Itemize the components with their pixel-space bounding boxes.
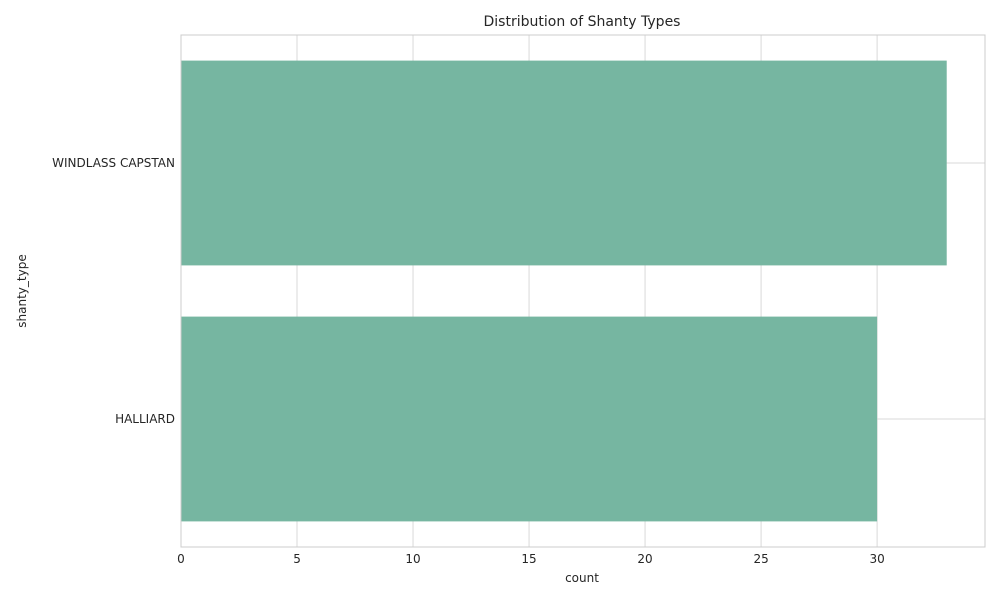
x-axis-label: count — [565, 571, 599, 585]
axes-frame — [180, 34, 986, 548]
x-tick-label: 10 — [405, 552, 420, 566]
x-tick-label: 30 — [869, 552, 884, 566]
bar — [181, 316, 878, 522]
x-tick-label: 20 — [637, 552, 652, 566]
y-tick-label: HALLIARD — [115, 412, 175, 426]
bars — [181, 60, 947, 522]
x-tick-label: 0 — [177, 552, 185, 566]
x-tick-labels: 0 5 10 15 20 25 30 — [177, 552, 885, 566]
y-tick-labels: WINDLASS CAPSTAN HALLIARD — [52, 156, 175, 426]
x-tick-label: 5 — [293, 552, 301, 566]
x-tick-label: 15 — [521, 552, 536, 566]
x-tick-label: 25 — [753, 552, 768, 566]
y-tick-label: WINDLASS CAPSTAN — [52, 156, 175, 170]
chart-title: Distribution of Shanty Types — [484, 14, 681, 30]
plot-frame — [180, 34, 986, 548]
bar — [181, 60, 947, 266]
y-axis-label: shanty_type — [15, 254, 29, 327]
